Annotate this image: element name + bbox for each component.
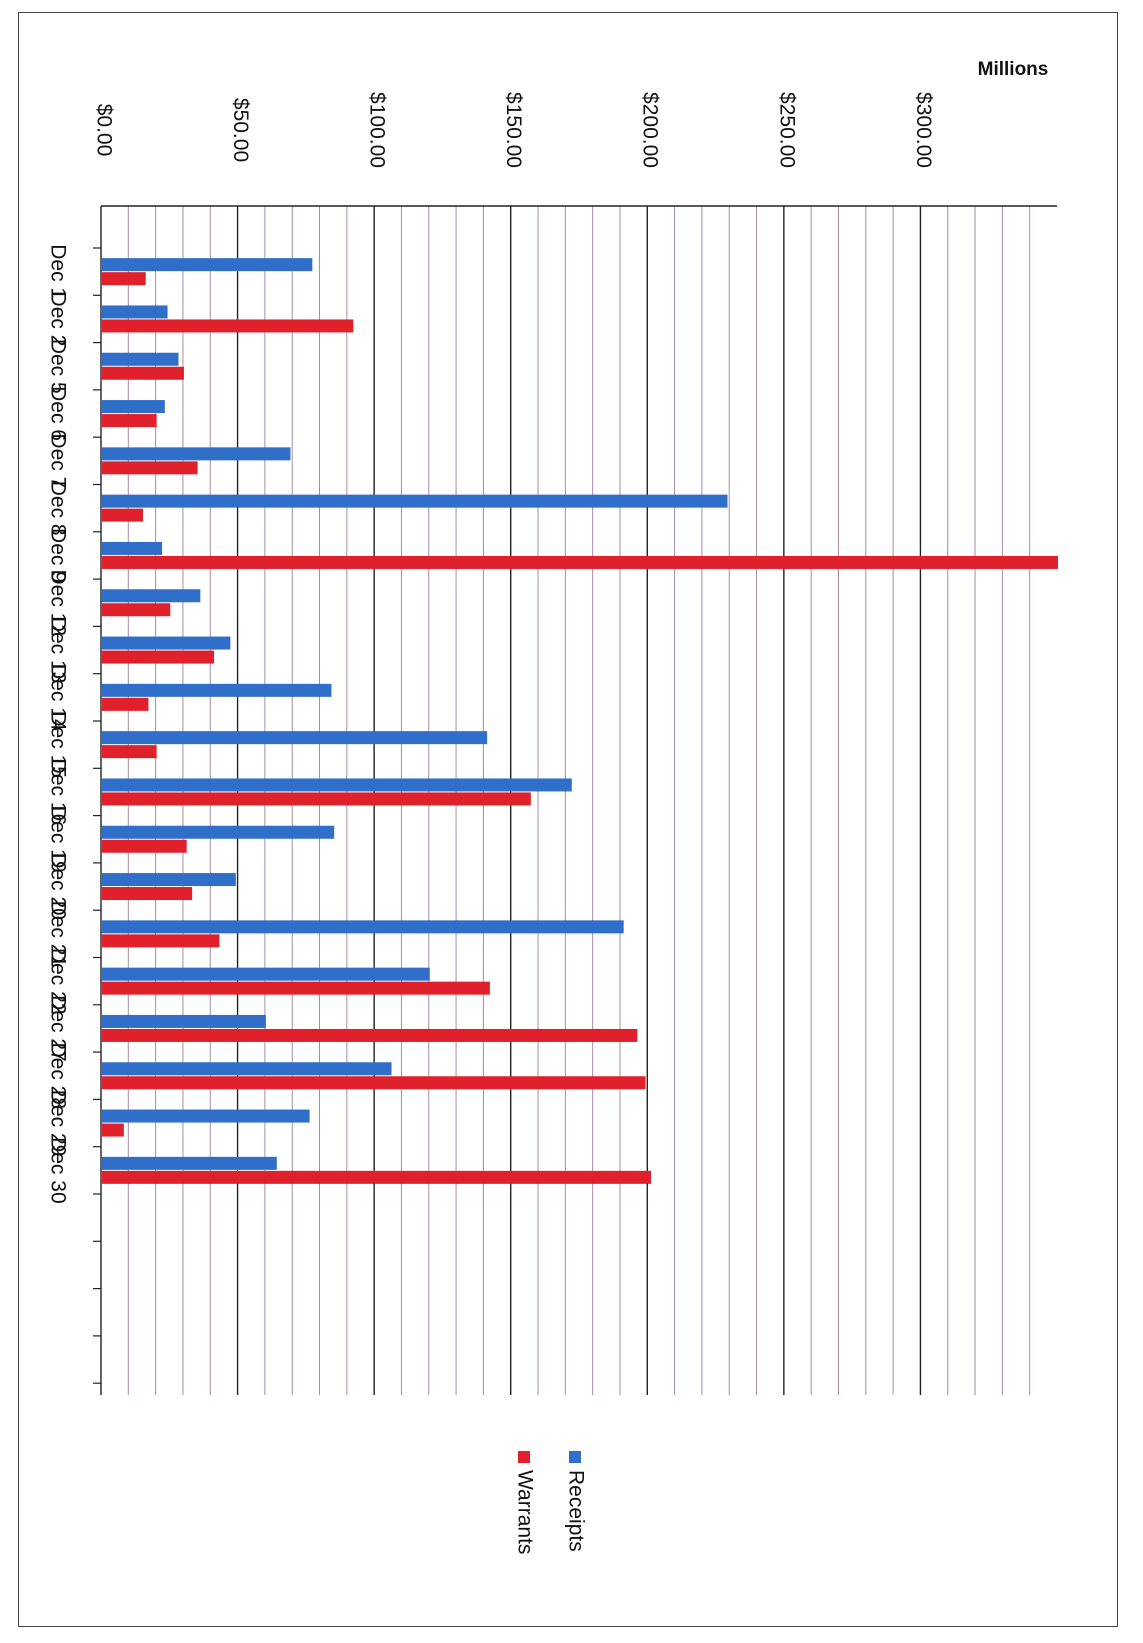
warrants-bar: [102, 414, 157, 428]
receipts-bar: [102, 258, 313, 272]
warrants-bar: [102, 272, 146, 286]
receipts-bar: [102, 305, 168, 319]
category-label: Dec 13: [46, 617, 69, 684]
warrants-bar: [102, 887, 193, 901]
category-label: Dec 12: [46, 569, 69, 636]
category-label: Dec 16: [46, 759, 69, 826]
receipts-bar: [102, 352, 179, 366]
warrants-legend-swatch: [518, 1451, 530, 1463]
receipts-bar: [102, 1014, 266, 1028]
warrants-bar: [102, 981, 490, 995]
x-tick-label: $100.00: [366, 92, 389, 168]
receipts-bar: [102, 825, 335, 839]
warrants-bar: [102, 934, 220, 948]
category-label: Dec 21: [46, 901, 69, 968]
warrants-bar: [102, 792, 531, 806]
warrants-bar: [102, 839, 187, 853]
receipts-bar: [102, 1109, 310, 1123]
category-label: Dec 6: [46, 386, 69, 441]
receipts-bar: [102, 1062, 392, 1076]
warrants-bar: [102, 555, 1058, 569]
category-label: Dec 8: [46, 481, 69, 536]
warrants-legend-label: Warrants: [513, 1470, 536, 1554]
category-label: Dec 15: [46, 711, 69, 778]
category-label: Dec 2: [46, 292, 69, 347]
warrants-bar: [102, 461, 198, 475]
chart-frame: [18, 12, 1118, 1627]
category-label: Dec 29: [46, 1090, 69, 1157]
receipts-bar: [102, 541, 163, 555]
receipts-bar: [102, 967, 430, 981]
category-label: Dec 27: [46, 995, 69, 1062]
receipts-bar: [102, 636, 231, 650]
receipts-bar: [102, 589, 201, 603]
receipts-bar: [102, 683, 332, 697]
warrants-bar: [102, 366, 184, 380]
warrants-bar: [102, 1076, 646, 1090]
x-tick-label: $300.00: [912, 92, 935, 168]
receipts-bar: [102, 494, 728, 508]
category-label: Dec 5: [46, 339, 69, 394]
category-label: Dec 1: [46, 244, 69, 299]
receipts-legend-swatch: [569, 1451, 581, 1463]
warrants-bar: [102, 1123, 124, 1137]
category-label: Dec 22: [46, 948, 69, 1015]
warrants-bar: [102, 745, 157, 759]
receipts-bar: [102, 1156, 277, 1170]
warrants-bar: [102, 1028, 638, 1042]
receipts-bar: [102, 920, 624, 934]
warrants-bar: [102, 319, 354, 333]
category-label: Dec 9: [46, 528, 69, 583]
category-label: Dec 30: [46, 1137, 69, 1204]
x-tick-label: $50.00: [229, 98, 252, 162]
units-label: Millions: [978, 59, 1049, 80]
warrants-bar: [102, 697, 149, 711]
category-label: Dec 19: [46, 806, 69, 873]
x-tick-label: $200.00: [639, 92, 662, 168]
category-label: Dec 28: [46, 1042, 69, 1109]
receipts-bar: [102, 447, 291, 461]
x-tick-label: $0.00: [92, 104, 115, 157]
receipts-bar: [102, 400, 165, 414]
receipts-bar: [102, 731, 488, 745]
receipts-bar: [102, 873, 236, 887]
warrants-bar: [102, 603, 171, 617]
x-tick-label: $250.00: [775, 92, 798, 168]
warrants-bar: [102, 1170, 652, 1184]
category-label: Dec 14: [46, 664, 69, 731]
receipts-legend-label: Receipts: [564, 1470, 587, 1552]
warrants-bar: [102, 650, 214, 664]
x-tick-label: $150.00: [502, 92, 525, 168]
category-label: Dec 7: [46, 433, 69, 488]
receipts-bar: [102, 778, 572, 792]
warrants-bar: [102, 508, 143, 522]
category-label: Dec 20: [46, 853, 69, 920]
